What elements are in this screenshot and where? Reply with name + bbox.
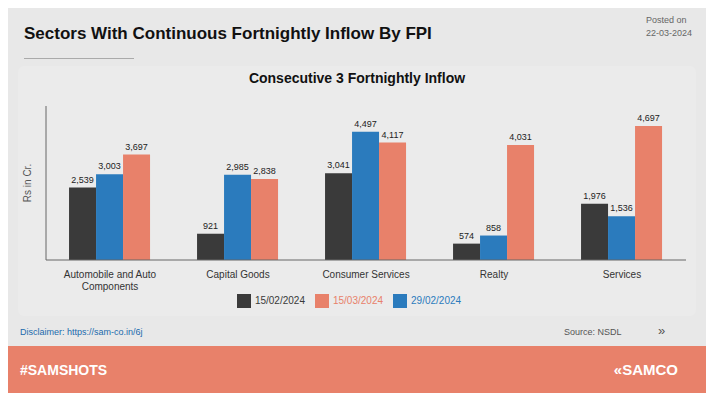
html-text:15/03/2024: 15/03/2024	[333, 294, 383, 306]
svg-text:2,838: 2,838	[253, 166, 276, 176]
html-text:Disclaimer: https://sam-co.in/: Disclaimer: https://sam-co.in/6j	[20, 327, 143, 337]
html-text:Posted on 22-03-2024: Posted on 22-03-2024	[646, 15, 692, 38]
svg-text:1,976: 1,976	[583, 191, 606, 201]
svg-text:4,697: 4,697	[637, 113, 660, 123]
svg-text:2,539: 2,539	[71, 175, 94, 185]
svg-text:3,041: 3,041	[327, 160, 350, 170]
svg-text:Services: Services	[603, 269, 641, 280]
html-text:29/02/2024: 29/02/2024	[411, 294, 462, 306]
svg-text:4,497: 4,497	[354, 119, 377, 129]
svg-text:1,536: 1,536	[610, 203, 633, 213]
svg-text:858: 858	[486, 223, 501, 233]
svg-text:921: 921	[203, 221, 218, 231]
svg-text:Rs in Cr.: Rs in Cr.	[22, 164, 33, 202]
svg-text:3,697: 3,697	[125, 142, 148, 152]
svg-text:Capital Goods: Capital Goods	[206, 269, 269, 280]
svg-text:2,985: 2,985	[226, 162, 249, 172]
svg-text:Realty: Realty	[480, 269, 508, 280]
svg-text:Consumer Services: Consumer Services	[322, 269, 409, 280]
html-text:Consecutive 3 Fortnightly Infl: Consecutive 3 Fortnightly Inflow	[248, 70, 466, 86]
html-text:Sectors With Continuous Fortni: Sectors With Continuous Fortnightly Infl…	[24, 24, 432, 43]
html-text:«SAMCO: «SAMCO	[613, 361, 678, 378]
svg-text:Automobile and AutoComponents: Automobile and AutoComponents	[64, 269, 157, 292]
svg-text:4,031: 4,031	[509, 132, 532, 142]
html-text:#SAMSHOTS: #SAMSHOTS	[20, 361, 108, 378]
html-text:15/02/2024: 15/02/2024	[254, 294, 305, 306]
svg-text:4,117: 4,117	[382, 130, 404, 140]
svg-text:574: 574	[459, 231, 474, 241]
html-text:Source: NSDL: Source: NSDL	[564, 327, 622, 337]
svg-text:3,003: 3,003	[98, 161, 121, 171]
